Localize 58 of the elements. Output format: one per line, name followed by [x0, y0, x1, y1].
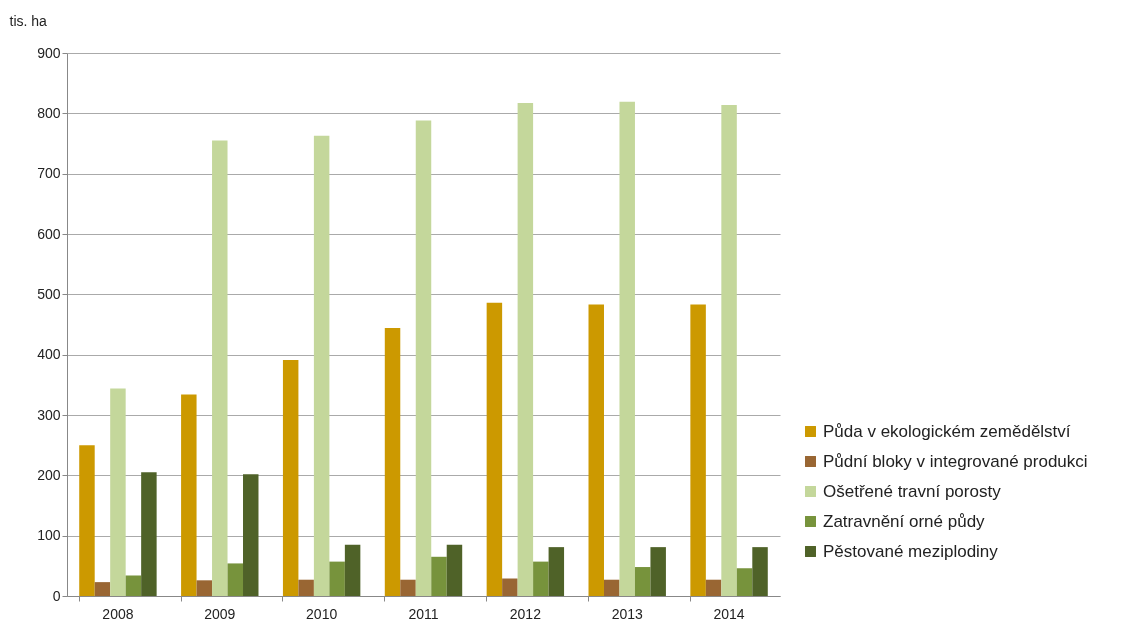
- bar: [533, 561, 549, 596]
- bar: [548, 547, 565, 596]
- bar: [721, 104, 737, 596]
- y-tick-label: 100: [37, 527, 61, 544]
- bar: [690, 304, 706, 596]
- bar: [502, 578, 518, 596]
- bar: [313, 135, 330, 596]
- bar: [125, 575, 142, 596]
- bar: [384, 328, 401, 596]
- y-tick-label: 800: [37, 104, 61, 121]
- legend-label: Půda v ekologickém zemědělství: [823, 421, 1071, 441]
- x-tick-label: 2010: [306, 605, 338, 622]
- y-tick-label: 300: [37, 406, 61, 423]
- y-tick-label: 900: [37, 44, 61, 61]
- bar: [298, 579, 314, 596]
- bar: [752, 547, 768, 596]
- y-tick-label: 200: [37, 466, 61, 483]
- legend-label: Pěstované meziplodiny: [823, 541, 999, 561]
- bar: [705, 579, 722, 596]
- bar: [243, 474, 259, 596]
- bar: [110, 388, 126, 596]
- bar: [486, 302, 503, 596]
- bar: [517, 103, 534, 596]
- bar: [650, 547, 666, 596]
- bar: [212, 140, 228, 596]
- bar: [79, 445, 95, 596]
- y-tick-label: 700: [37, 165, 61, 182]
- bar: [141, 472, 157, 596]
- y-tick-label: 0: [52, 587, 61, 604]
- bar: [619, 101, 635, 596]
- bar: [431, 556, 447, 596]
- bar: [344, 544, 361, 596]
- bar: [181, 394, 197, 596]
- bar: [227, 563, 244, 596]
- bar: [446, 544, 463, 596]
- bar: [415, 120, 432, 596]
- bar: [94, 582, 111, 596]
- bar: [196, 580, 213, 596]
- bar: [603, 579, 620, 596]
- y-tick-label: 400: [37, 346, 61, 363]
- x-tick-label: 2012: [509, 605, 542, 622]
- x-tick-label: 2011: [408, 605, 439, 622]
- legend-label: Půdní bloky v integrované produkci: [823, 451, 1088, 471]
- bar: [588, 304, 604, 596]
- y-axis-title: tis. ha: [9, 12, 48, 29]
- bar: [634, 567, 651, 596]
- y-tick-label: 500: [37, 285, 61, 302]
- x-tick-label: 2009: [204, 605, 236, 622]
- bar: [736, 568, 753, 596]
- bar: [400, 579, 416, 596]
- x-tick-label: 2013: [611, 605, 643, 622]
- bar: [282, 360, 299, 596]
- bar: [329, 561, 345, 596]
- x-tick-label: 2008: [102, 605, 134, 622]
- x-tick-label: 2014: [713, 605, 745, 622]
- legend-label: Ošetřené travní porosty: [823, 481, 1002, 501]
- legend-label: Zatravnění orné půdy: [823, 511, 986, 531]
- y-tick-label: 600: [37, 225, 61, 242]
